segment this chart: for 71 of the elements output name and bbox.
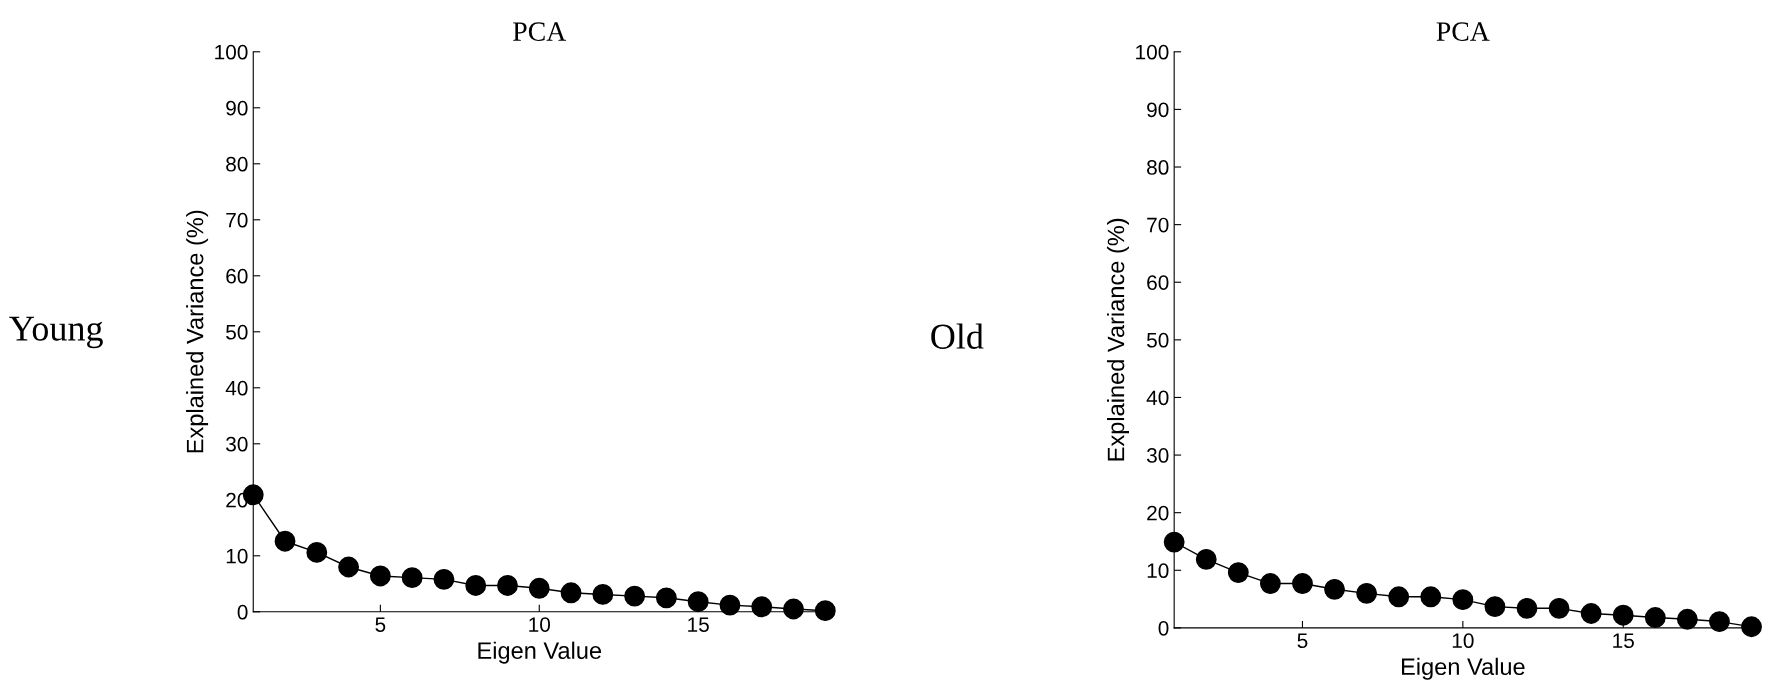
point [1227, 562, 1249, 584]
y-tick-label: 30 [226, 436, 248, 452]
point [655, 587, 677, 609]
y-tick-label: 10 [1147, 563, 1169, 579]
chart-title: PCA [1436, 22, 1490, 41]
x-axis-title: Eigen Value [1401, 657, 1525, 680]
point [369, 565, 391, 587]
point [1644, 607, 1666, 628]
y-tick-label: 40 [1146, 390, 1169, 406]
y-tick-label: 70 [1147, 217, 1169, 233]
x-tick-label: 15 [688, 617, 709, 632]
y-tick-label: 40 [225, 380, 248, 396]
y-tick-label: 20 [1147, 505, 1169, 521]
point [1292, 573, 1313, 594]
text: Young [9, 316, 103, 349]
point [1484, 596, 1506, 618]
point [1452, 589, 1474, 611]
point [401, 567, 423, 589]
y-tick-label: 90 [1147, 102, 1169, 118]
point [624, 585, 646, 607]
x-tick-label: 15 [1613, 633, 1634, 649]
y-tick-label: 50 [226, 324, 248, 340]
x-tick-label: 10 [529, 617, 551, 632]
point [1324, 578, 1345, 600]
y-tick-label: 60 [1147, 275, 1169, 290]
point [433, 568, 455, 590]
point [1356, 582, 1378, 604]
point [1420, 586, 1442, 608]
y-tick-label: 60 [226, 268, 248, 284]
y-tick-label: 100 [215, 44, 248, 60]
y-tick-label: 0 [1158, 620, 1169, 636]
point [560, 582, 582, 604]
point [1676, 608, 1698, 630]
point [687, 591, 709, 613]
point [751, 596, 773, 618]
point [338, 556, 360, 578]
point [592, 584, 614, 605]
point [1612, 604, 1634, 626]
point [1163, 531, 1185, 553]
y-tick-label: 50 [1146, 332, 1169, 348]
point [1388, 586, 1410, 608]
text: Old [931, 323, 984, 349]
y-axis-title: Explained Variance (%) [186, 210, 209, 453]
x-tick-label: 5 [1297, 633, 1308, 649]
point [528, 577, 550, 599]
x-tick-label: 5 [375, 617, 386, 632]
y-tick-label: 0 [237, 604, 248, 620]
point [465, 575, 487, 596]
point [814, 600, 836, 622]
y-tick-label: 70 [226, 212, 248, 228]
x-tick-label: 10 [1452, 633, 1474, 649]
y-tick-label: 80 [226, 156, 248, 172]
point [783, 598, 804, 620]
point [1548, 597, 1570, 619]
point [1580, 603, 1602, 624]
y-tick-label: 90 [226, 100, 248, 116]
point [274, 530, 296, 552]
point [497, 575, 518, 596]
x-axis-title: Eigen Value [478, 641, 602, 664]
y-tick-label: 80 [1147, 160, 1169, 175]
y-axis-title: Explained Variance (%) [1106, 218, 1129, 461]
point [1741, 616, 1762, 638]
point [1516, 597, 1538, 619]
point [1195, 548, 1217, 570]
point [719, 594, 741, 616]
y-tick-label: 100 [1136, 44, 1169, 60]
point [306, 542, 328, 563]
point [1259, 573, 1281, 594]
chart-title: PCA [513, 22, 567, 41]
y-tick-label: 30 [1146, 448, 1169, 463]
y-tick-label: 10 [226, 548, 248, 564]
